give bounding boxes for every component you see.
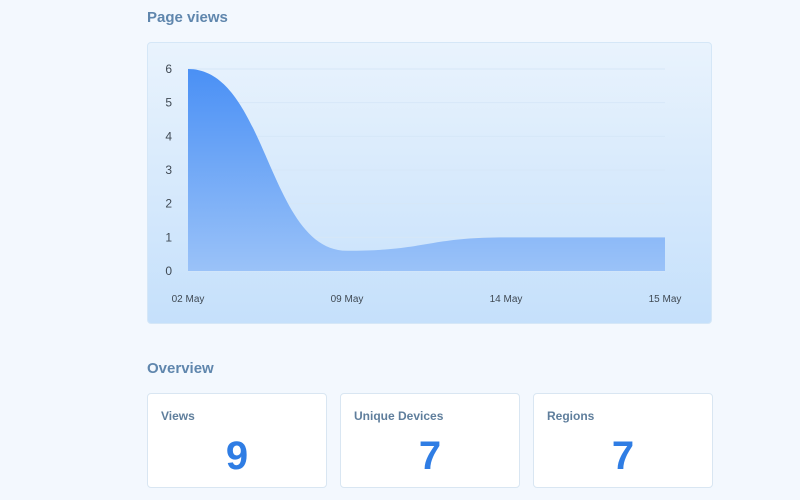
y-tick-label: 6 bbox=[165, 62, 172, 76]
y-tick-label: 0 bbox=[165, 264, 172, 278]
y-tick-label: 2 bbox=[165, 197, 172, 211]
x-tick-label: 15 May bbox=[649, 294, 682, 305]
stat-card-regions: Regions 7 bbox=[533, 393, 713, 488]
stat-value-unique-devices: 7 bbox=[418, 434, 442, 478]
overview-title: Overview bbox=[147, 360, 214, 377]
stat-label-unique-devices: Unique Devices bbox=[354, 409, 444, 423]
stat-value-views: 9 bbox=[225, 434, 249, 478]
stat-card-views: Views 9 bbox=[147, 393, 327, 488]
page-views-title: Page views bbox=[147, 9, 228, 26]
y-tick-label: 5 bbox=[165, 96, 172, 110]
x-tick-label: 02 May bbox=[172, 294, 205, 305]
stat-value-regions: 7 bbox=[611, 434, 635, 478]
y-tick-label: 4 bbox=[165, 129, 172, 143]
x-tick-label: 14 May bbox=[490, 294, 523, 305]
x-tick-label: 09 May bbox=[331, 294, 364, 305]
stat-card-unique-devices: Unique Devices 7 bbox=[340, 393, 520, 488]
page-views-area-chart: 0 1 2 3 4 5 6 02 May 09 May 14 May 15 May bbox=[165, 62, 682, 305]
y-tick-label: 1 bbox=[165, 230, 172, 244]
stat-label-views: Views bbox=[161, 409, 195, 423]
stat-label-regions: Regions bbox=[547, 409, 595, 423]
page-views-area-series bbox=[188, 69, 665, 271]
y-tick-label: 3 bbox=[165, 163, 172, 177]
page-views-chart-card: 0 1 2 3 4 5 6 02 May 09 May 14 May 15 May bbox=[147, 42, 712, 324]
